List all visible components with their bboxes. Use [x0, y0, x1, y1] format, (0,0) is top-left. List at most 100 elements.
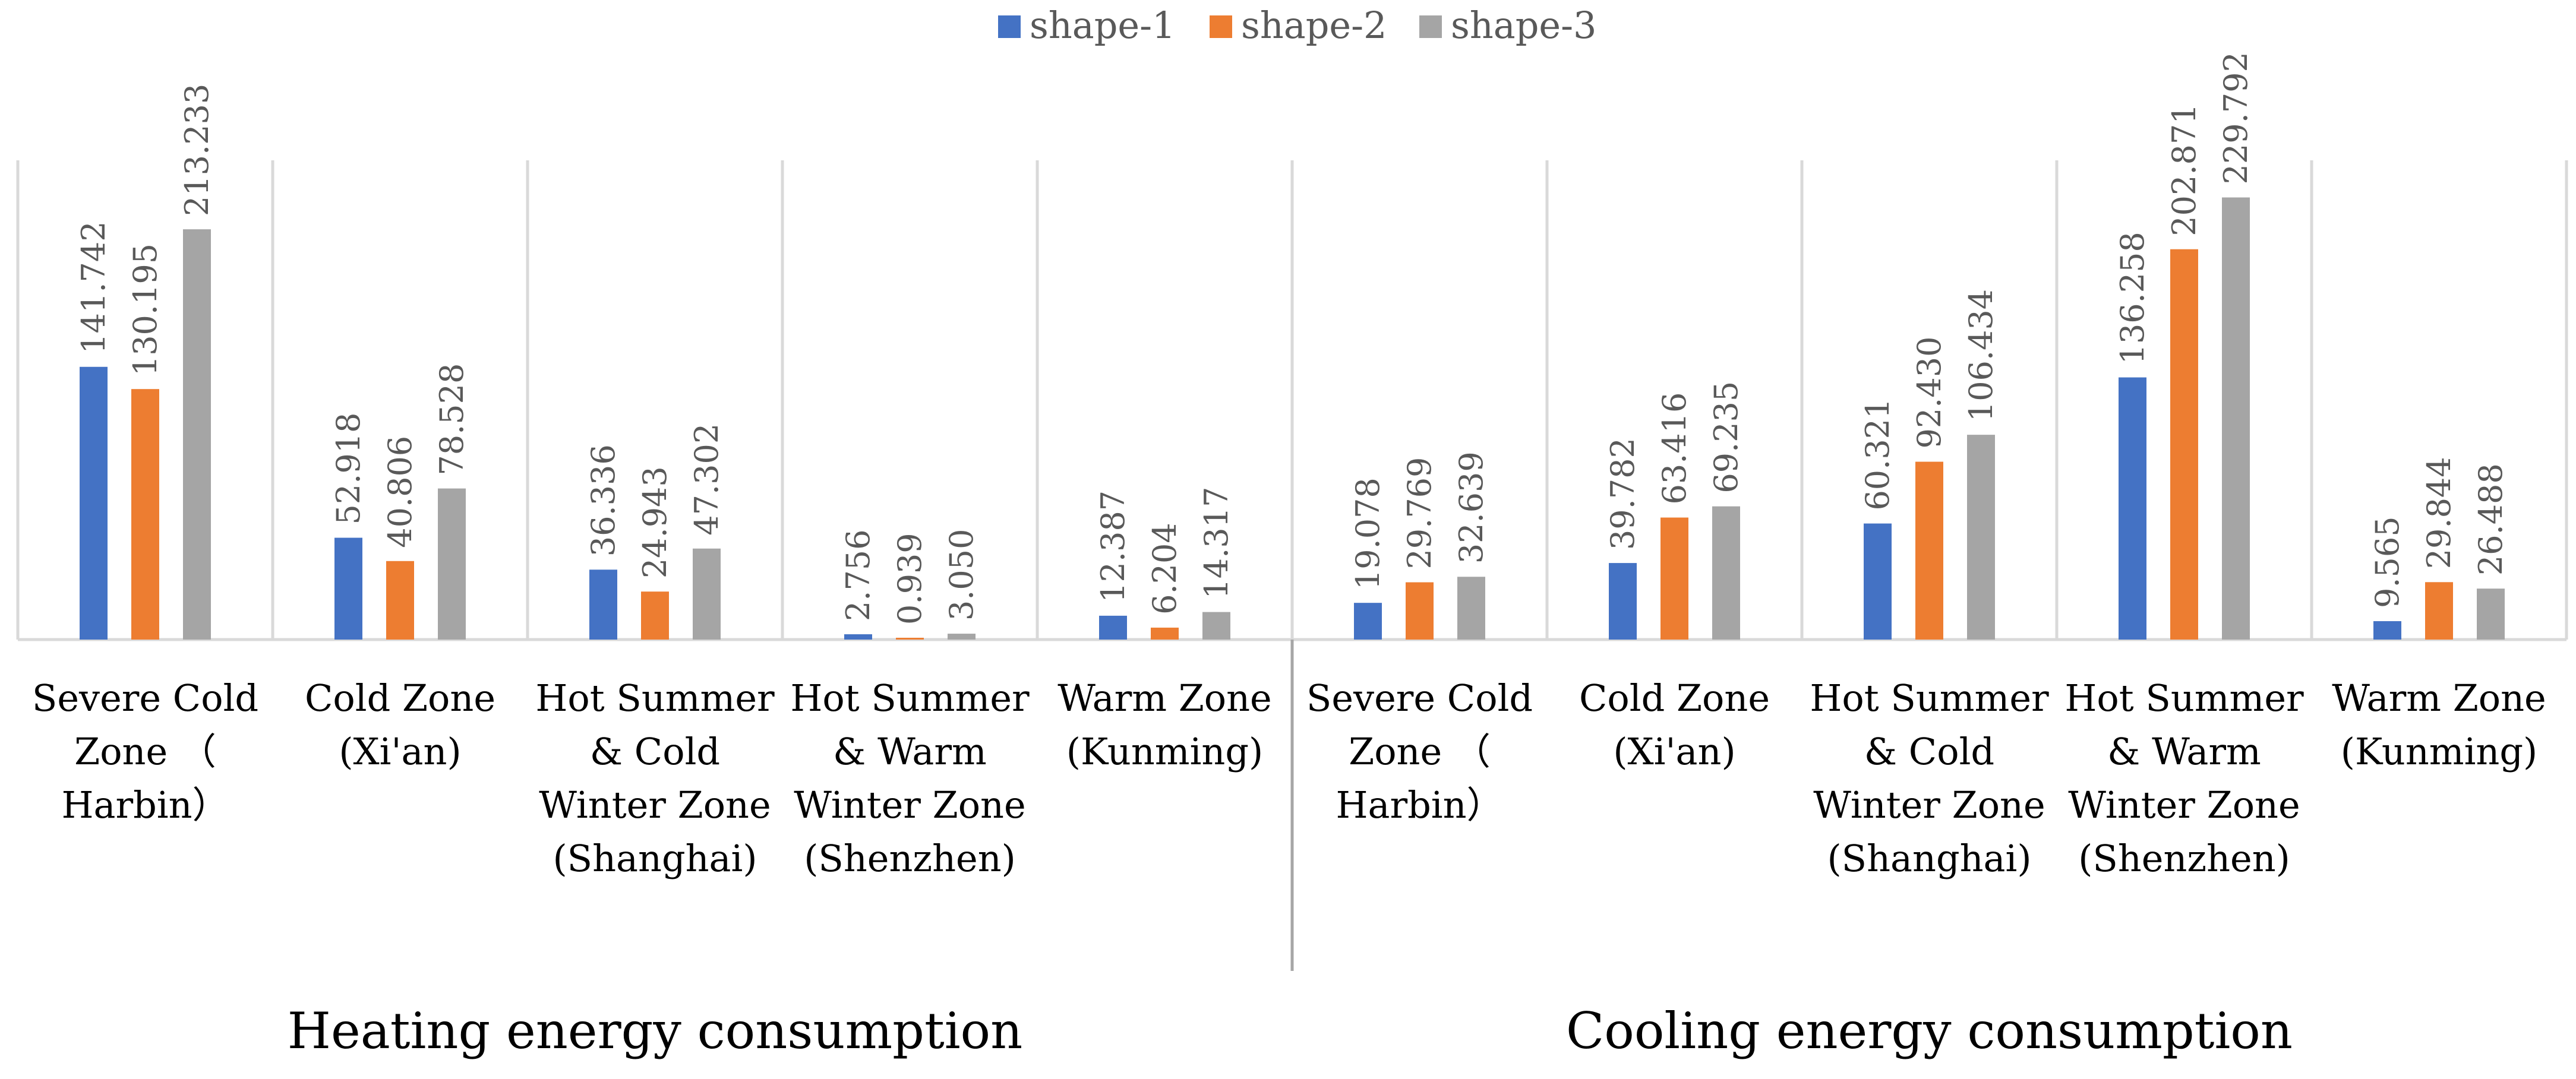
data-label: 130.195: [127, 243, 164, 376]
bar-shape-3-5: [1457, 577, 1485, 640]
data-label: 14.317: [1198, 487, 1235, 599]
bar-shape-1-3: [844, 634, 872, 640]
category-label-line: & Cold: [1864, 730, 1994, 773]
bar-shape-1-8: [2119, 377, 2146, 640]
category-label: Warm Zone (Kunming): [1057, 676, 1271, 773]
data-label: 60.321: [1859, 398, 1896, 511]
bar-shape-2-7: [1915, 461, 1943, 640]
category-label: Hot Summer & Cold Winter Zone (Shanghai): [535, 676, 775, 880]
bar-shape-1-9: [2373, 621, 2401, 640]
group-label: Cooling energy consumption: [1566, 1002, 2293, 1060]
data-label: 141.742: [75, 221, 112, 353]
category-label-line: (Shanghai): [553, 837, 757, 880]
category-label: Hot Summer & Cold Winter Zone (Shanghai): [1810, 676, 2049, 880]
category-label-line: Harbin）: [1336, 783, 1503, 827]
category-label-line: (Xi'an): [339, 730, 461, 773]
bar-shape-3-0: [183, 229, 211, 640]
data-label: 106.434: [1962, 289, 2000, 422]
category-label-line: Severe Cold: [32, 676, 258, 720]
data-label: 2.756: [839, 529, 877, 621]
bar-shape-3-7: [1967, 435, 1995, 640]
legend-label: shape-1: [1030, 4, 1176, 47]
data-label: 63.416: [1656, 393, 1693, 505]
category-label: Severe Cold Zone （ Harbin）: [32, 676, 258, 827]
bar-shape-2-3: [896, 637, 924, 640]
data-label: 229.792: [2217, 52, 2255, 184]
category-label-line: Hot Summer: [535, 676, 775, 720]
category-label-line: Warm Zone: [1057, 676, 1271, 720]
category-label-line: (Shanghai): [1827, 837, 2031, 880]
data-label: 69.235: [1707, 381, 1745, 493]
category-label-line: Zone （: [74, 730, 216, 773]
legend-label: shape-2: [1241, 4, 1387, 47]
legend-swatch-shape-3: [1419, 15, 1442, 38]
bar-shape-3-9: [2477, 588, 2505, 640]
bar-shape-2-8: [2170, 249, 2198, 640]
category-label-line: Hot Summer: [2064, 676, 2304, 720]
data-label: 52.918: [330, 413, 367, 525]
data-label: 9.565: [2369, 516, 2406, 608]
bar-shape-2-2: [641, 591, 669, 640]
legend-swatch-shape-2: [1210, 15, 1232, 38]
category-label-line: (Kunming): [2341, 730, 2537, 773]
bar-shape-3-6: [1712, 506, 1740, 640]
bar-shape-2-0: [131, 389, 159, 640]
bar-shape-2-6: [1660, 517, 1688, 640]
category-label-line: Harbin）: [61, 783, 229, 827]
bar-shape-3-8: [2222, 197, 2250, 640]
bar-shape-1-2: [589, 569, 617, 640]
bar-shape-2-4: [1151, 627, 1179, 640]
category-label-line: Winter Zone: [794, 783, 1025, 827]
bar-shape-1-1: [334, 537, 362, 640]
category-label-line: Severe Cold: [1306, 676, 1533, 720]
category-label-line: Winter Zone: [539, 783, 771, 827]
data-label: 3.050: [943, 529, 980, 621]
category-label-line: Winter Zone: [2068, 783, 2300, 827]
category-label-line: (Kunming): [1066, 730, 1263, 773]
category-label-line: Cold Zone: [305, 676, 495, 720]
category-label: Severe Cold Zone （ Harbin）: [1306, 676, 1533, 827]
category-label-line: Cold Zone: [1579, 676, 1770, 720]
category-label-line: (Xi'an): [1613, 730, 1735, 773]
category-label: Cold Zone (Xi'an): [305, 676, 495, 773]
data-label: 36.336: [585, 444, 622, 556]
data-label: 92.430: [1911, 337, 1948, 449]
data-label: 213.233: [178, 84, 216, 216]
data-label: 29.769: [1401, 457, 1438, 569]
category-label-line: & Cold: [590, 730, 720, 773]
data-label: 19.078: [1349, 477, 1387, 590]
bar-shape-2-9: [2425, 582, 2453, 640]
category-label: Cold Zone (Xi'an): [1579, 676, 1770, 773]
category-label-line: Winter Zone: [1813, 783, 2045, 827]
bar-shape-1-5: [1354, 603, 1382, 640]
category-label: Hot Summer & Warm Winter Zone (Shenzhen): [790, 676, 1030, 880]
data-label: 32.639: [1453, 451, 1490, 564]
category-label-line: Hot Summer: [790, 676, 1030, 720]
category-label: Hot Summer & Warm Winter Zone (Shenzhen): [2064, 676, 2304, 880]
bar-shape-2-1: [386, 561, 414, 640]
group-label: Heating energy consumption: [288, 1002, 1022, 1060]
bar-shape-1-7: [1864, 523, 1892, 640]
category-label-line: Warm Zone: [2332, 676, 2546, 720]
bar-shape-3-2: [693, 548, 721, 640]
category-label-line: & Warm: [833, 730, 987, 773]
data-label: 29.844: [2420, 457, 2458, 569]
bar-shape-1-4: [1099, 615, 1127, 640]
category-label-line: Zone （: [1349, 730, 1491, 773]
data-label: 78.528: [433, 363, 471, 476]
data-label: 26.488: [2472, 463, 2509, 575]
data-label: 6.204: [1146, 523, 1183, 615]
bar-shape-3-3: [948, 634, 976, 640]
category-label-line: (Shenzhen): [2078, 837, 2290, 880]
data-label: 47.302: [688, 423, 725, 536]
legend-swatch-shape-1: [998, 15, 1021, 38]
category-label-line: (Shenzhen): [804, 837, 1016, 880]
bar-shape-3-1: [438, 488, 466, 640]
bar-shape-3-4: [1202, 612, 1230, 640]
bar-shape-2-5: [1406, 582, 1434, 640]
category-label-line: & Warm: [2107, 730, 2261, 773]
data-label: 40.806: [381, 436, 419, 548]
data-label: 24.943: [636, 466, 674, 578]
data-label: 12.387: [1094, 491, 1132, 603]
